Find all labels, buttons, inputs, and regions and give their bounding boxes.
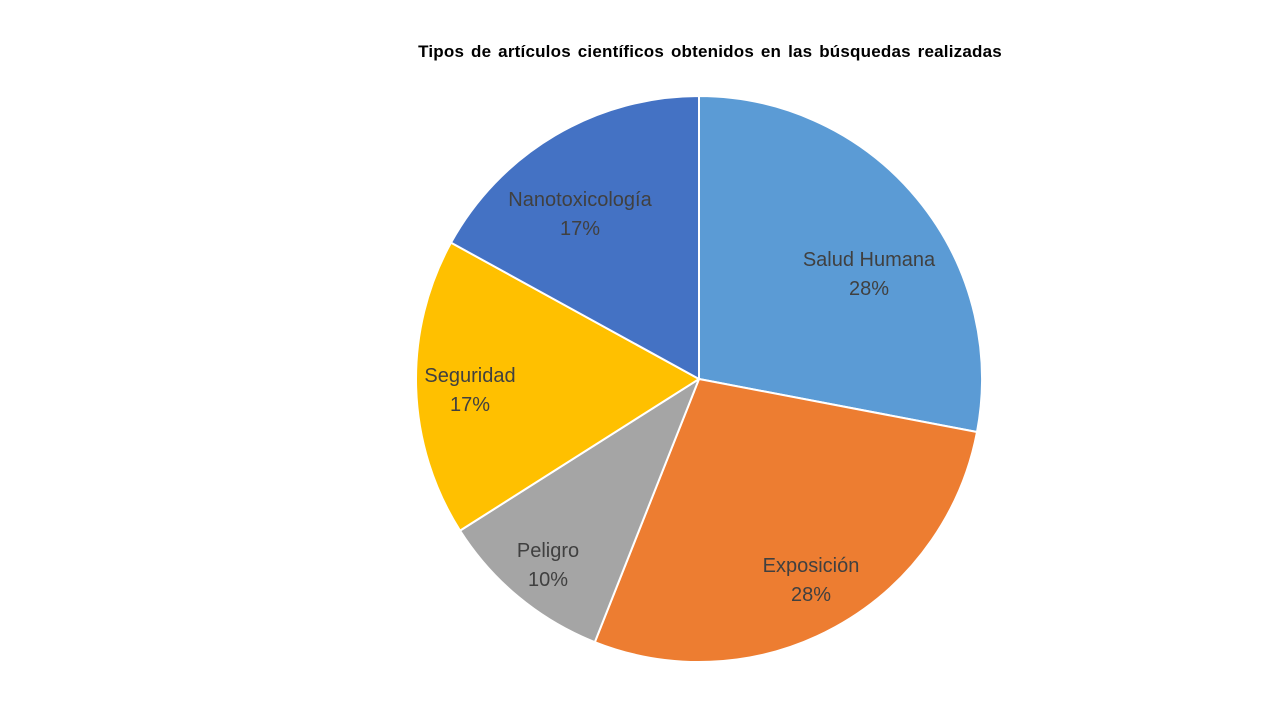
slice-category-label: Salud Humana — [803, 249, 936, 271]
slice-percent-label: 28% — [791, 584, 831, 606]
slice-percent-label: 28% — [849, 278, 889, 300]
slice-percent-label: 17% — [450, 394, 490, 416]
pie-slice-peligro — [459, 378, 700, 644]
pie-slice-salud-humana — [698, 95, 983, 434]
slice-category-label: Nanotoxicología — [508, 189, 652, 211]
chart-title: Tipos de artículos científicos obtenidos… — [418, 42, 1002, 61]
slice-percent-label: 17% — [560, 218, 600, 240]
slice-category-label: Exposición — [763, 555, 860, 577]
pie-slice-seguridad — [415, 241, 700, 532]
slice-category-label: Peligro — [517, 540, 579, 562]
slice-category-label: Seguridad — [424, 365, 515, 387]
pie-slices — [415, 95, 983, 663]
slice-percent-label: 10% — [528, 569, 568, 591]
pie-slice-exposición — [593, 378, 978, 663]
pie-slice-nanotoxicología — [450, 95, 700, 380]
pie-labels: Salud Humana 28% Exposición 28% Peligro 10% Se… — [424, 189, 936, 606]
